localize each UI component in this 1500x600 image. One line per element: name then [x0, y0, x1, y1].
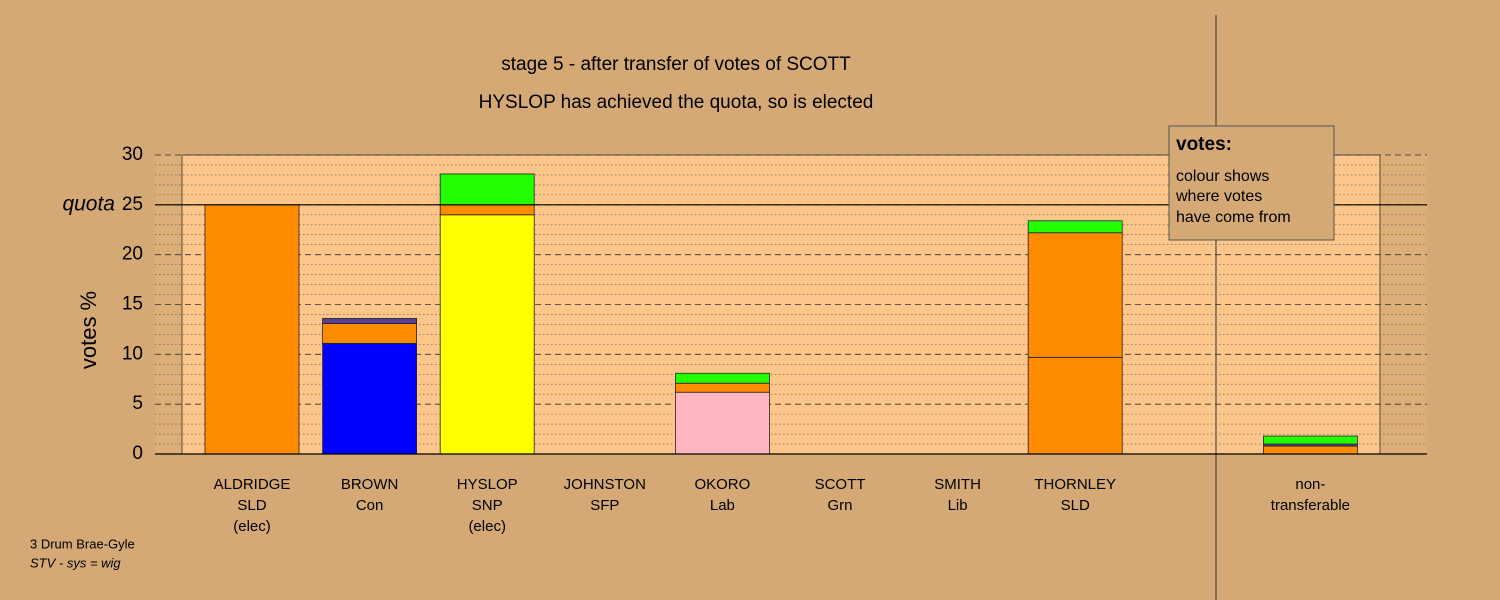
x-tick-label: THORNLEY	[1034, 476, 1116, 493]
x-tick-label: SCOTT	[815, 476, 866, 493]
y-axis-label: votes %	[76, 291, 101, 369]
note: STV - sys = wig	[30, 555, 121, 570]
bar-segment	[1263, 445, 1358, 455]
bar-segment	[1027, 356, 1123, 455]
info-box	[1168, 125, 1335, 241]
bar-segment	[675, 391, 770, 455]
bar-segment	[1263, 435, 1358, 445]
x-tick-label: SFP	[590, 497, 619, 514]
x-tick-label: ALDRIDGE	[214, 476, 291, 493]
y-tick-label: 15	[122, 294, 143, 315]
x-tick-label: Con	[356, 497, 384, 514]
chart-title: stage 5 - after transfer of votes of SCO…	[501, 54, 851, 75]
x-tick-label: non-	[1295, 476, 1325, 493]
bar-segment	[204, 204, 300, 455]
x-tick-label: (elec)	[468, 518, 506, 535]
x-tick-label: OKORO	[694, 476, 750, 493]
bar-segment	[439, 173, 535, 206]
x-tick-label: Grn	[827, 497, 852, 514]
x-tick-label: Lab	[710, 497, 735, 514]
y-tick-label: 0	[132, 443, 143, 464]
info-line: have come from	[1176, 209, 1291, 226]
info-line: where votes	[1175, 188, 1262, 205]
y-tick-label: 30	[122, 144, 143, 165]
x-tick-label: SMITH	[934, 476, 981, 493]
quota-label: quota	[62, 192, 115, 215]
bar-segment	[1027, 220, 1123, 234]
bar-segment	[675, 372, 770, 384]
x-tick-label: SNP	[472, 497, 503, 514]
bar-segment	[322, 318, 418, 324]
y-tick-label: 20	[122, 244, 143, 265]
x-tick-label: HYSLOP	[457, 476, 518, 493]
x-tick-label: transferable	[1271, 497, 1350, 514]
x-tick-label: (elec)	[233, 518, 271, 535]
info-line: colour shows	[1176, 168, 1269, 185]
chart-subtitle: HYSLOP has achieved the quota, so is ele…	[479, 92, 874, 113]
bar-segment	[322, 323, 418, 344]
y-tick-label: 5	[132, 393, 143, 414]
x-tick-label: SLD	[237, 497, 266, 514]
bar-segment	[675, 382, 770, 393]
note: 3 Drum Brae-Gyle	[30, 536, 135, 551]
y-tick-label: 25	[122, 194, 143, 215]
bar-segment	[439, 204, 535, 216]
x-tick-label: JOHNSTON	[564, 476, 646, 493]
x-tick-label: SLD	[1061, 497, 1090, 514]
bar-segment	[439, 214, 535, 455]
x-tick-label: BROWN	[341, 476, 399, 493]
y-tick-label: 10	[122, 343, 143, 364]
bar-segment	[322, 342, 418, 455]
marks: 0 5 10 15 20 25 30 quota ALDRIDGE SLD (elec) BROWN C…	[62, 144, 1427, 535]
info-title: votes:	[1176, 134, 1232, 155]
x-tick-label: Lib	[948, 497, 968, 514]
bar-segment	[1027, 232, 1123, 358]
